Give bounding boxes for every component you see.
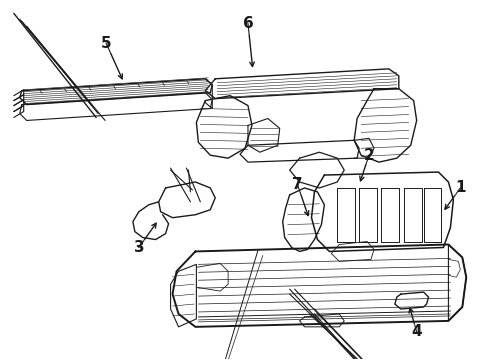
Text: 7: 7 [292,177,303,193]
Text: 4: 4 [411,324,422,339]
Text: 2: 2 [364,148,374,163]
Text: 5: 5 [101,36,111,50]
Text: 3: 3 [133,240,144,255]
Text: 6: 6 [243,16,253,31]
Text: 1: 1 [455,180,466,195]
